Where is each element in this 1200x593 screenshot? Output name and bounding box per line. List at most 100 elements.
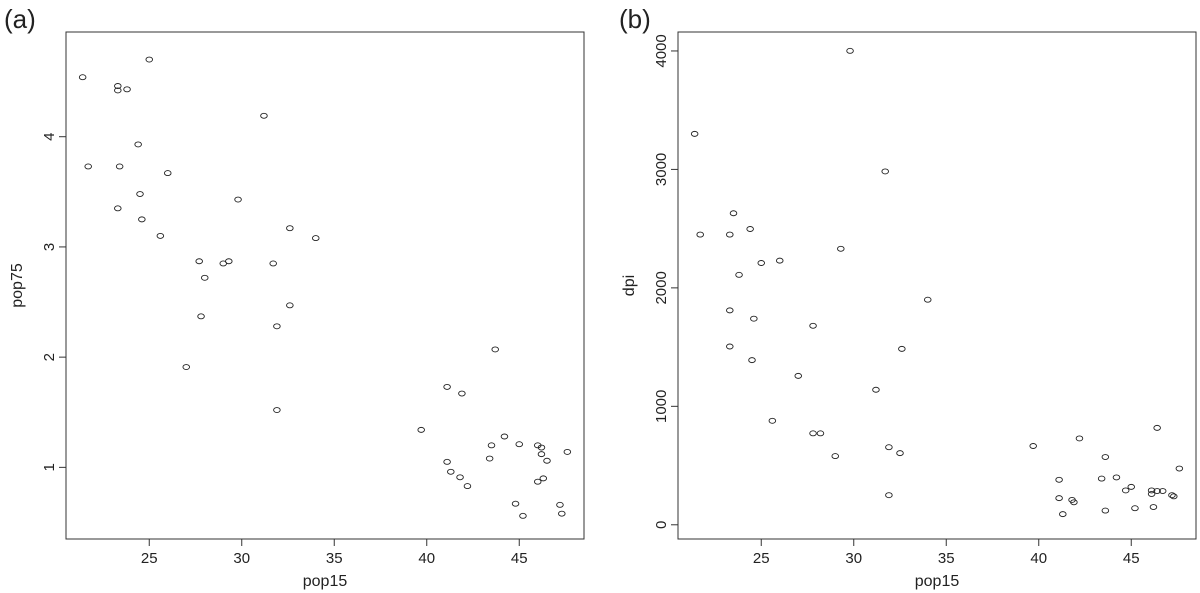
data-point bbox=[182, 364, 190, 371]
x-tick-label: 35 bbox=[938, 550, 955, 567]
data-point bbox=[537, 451, 546, 458]
data-point bbox=[200, 274, 209, 281]
x-tick-label: 30 bbox=[233, 550, 250, 567]
data-point bbox=[816, 430, 825, 437]
data-point bbox=[757, 260, 766, 266]
data-point bbox=[690, 130, 699, 137]
data-point bbox=[726, 231, 734, 238]
y-tick-label: 2000 bbox=[653, 271, 670, 304]
y-tick-label: 3 bbox=[41, 243, 58, 251]
data-point bbox=[1168, 492, 1176, 499]
data-point bbox=[417, 426, 425, 433]
data-point bbox=[1101, 454, 1110, 460]
y-tick-label: 1 bbox=[41, 463, 58, 471]
data-point bbox=[447, 468, 455, 475]
data-point bbox=[485, 455, 494, 462]
data-point bbox=[491, 346, 499, 353]
data-point bbox=[846, 47, 854, 54]
data-point bbox=[1112, 474, 1121, 481]
data-point bbox=[511, 500, 520, 507]
panel-label: (b) bbox=[619, 4, 651, 34]
data-point bbox=[234, 196, 242, 203]
data-point bbox=[115, 163, 124, 170]
data-point bbox=[1055, 476, 1063, 483]
data-point bbox=[156, 232, 165, 239]
data-point bbox=[197, 313, 205, 320]
data-point bbox=[195, 258, 203, 265]
data-point bbox=[898, 345, 906, 352]
x-tick-label: 35 bbox=[326, 550, 343, 567]
data-point bbox=[1149, 504, 1158, 510]
x-tick-label: 30 bbox=[845, 550, 862, 567]
y-axis-title: dpi bbox=[621, 275, 638, 296]
x-tick-label: 40 bbox=[1030, 550, 1047, 567]
data-point bbox=[543, 457, 551, 464]
data-point bbox=[726, 343, 734, 350]
plot-frame bbox=[677, 31, 1197, 540]
data-point bbox=[809, 322, 817, 329]
panel-b: (b) 25 30 35 40 45 0 1000 2000 3000 4000 pop15 dpi bbox=[619, 4, 1197, 590]
data-point bbox=[273, 323, 281, 330]
data-point bbox=[837, 245, 845, 252]
data-point bbox=[794, 372, 803, 379]
plot-frame bbox=[65, 31, 585, 540]
x-axis-title: pop15 bbox=[303, 573, 348, 590]
data-point bbox=[924, 296, 932, 303]
y-axis-title: pop75 bbox=[9, 263, 26, 308]
data-point bbox=[556, 501, 564, 508]
x-axis-title: pop15 bbox=[915, 573, 960, 590]
y-tick-label: 3000 bbox=[653, 153, 670, 186]
y-tick-label: 4 bbox=[41, 133, 58, 141]
data-point bbox=[114, 83, 122, 89]
data-point bbox=[1075, 435, 1084, 442]
data-point bbox=[896, 450, 904, 457]
data-point bbox=[515, 441, 524, 448]
data-point bbox=[735, 271, 743, 278]
x-tick-label: 45 bbox=[511, 550, 528, 567]
data-point bbox=[519, 512, 527, 519]
data-point bbox=[84, 163, 92, 170]
data-point bbox=[696, 231, 704, 238]
data-point bbox=[443, 383, 451, 390]
data-point bbox=[537, 444, 546, 451]
data-point bbox=[1059, 511, 1067, 518]
data-point bbox=[881, 168, 889, 175]
data-point bbox=[163, 170, 172, 177]
panel-label: (a) bbox=[4, 4, 36, 34]
data-point bbox=[458, 390, 466, 397]
data-point bbox=[138, 216, 146, 223]
data-point bbox=[746, 226, 754, 232]
data-point bbox=[1097, 475, 1106, 482]
x-tick-label: 25 bbox=[753, 550, 770, 567]
data-point bbox=[269, 260, 277, 267]
x-tick-label: 40 bbox=[418, 550, 435, 567]
data-point bbox=[1175, 465, 1184, 472]
data-point bbox=[750, 315, 758, 322]
data-point bbox=[286, 302, 294, 309]
data-point bbox=[286, 225, 294, 232]
data-point bbox=[1158, 488, 1167, 494]
data-point bbox=[1121, 487, 1130, 494]
data-point bbox=[1170, 493, 1178, 500]
data-point bbox=[114, 87, 122, 94]
data-point bbox=[1147, 491, 1156, 497]
data-point bbox=[1101, 507, 1110, 514]
y-tick-label: 1000 bbox=[653, 390, 670, 423]
data-point bbox=[831, 453, 840, 460]
data-point bbox=[1029, 443, 1037, 449]
x-tick-label: 45 bbox=[1123, 550, 1140, 567]
data-point bbox=[885, 444, 893, 451]
data-point bbox=[273, 407, 281, 413]
data-point bbox=[776, 257, 784, 264]
data-point bbox=[500, 433, 509, 440]
data-point bbox=[456, 474, 464, 481]
data-point bbox=[487, 442, 496, 449]
data-point bbox=[726, 307, 734, 314]
data-point bbox=[885, 492, 893, 499]
data-point bbox=[563, 448, 572, 455]
data-point bbox=[729, 210, 738, 217]
data-point bbox=[136, 191, 144, 197]
data-point bbox=[463, 483, 472, 490]
data-point bbox=[312, 235, 320, 242]
y-tick-label: 4000 bbox=[653, 34, 670, 67]
